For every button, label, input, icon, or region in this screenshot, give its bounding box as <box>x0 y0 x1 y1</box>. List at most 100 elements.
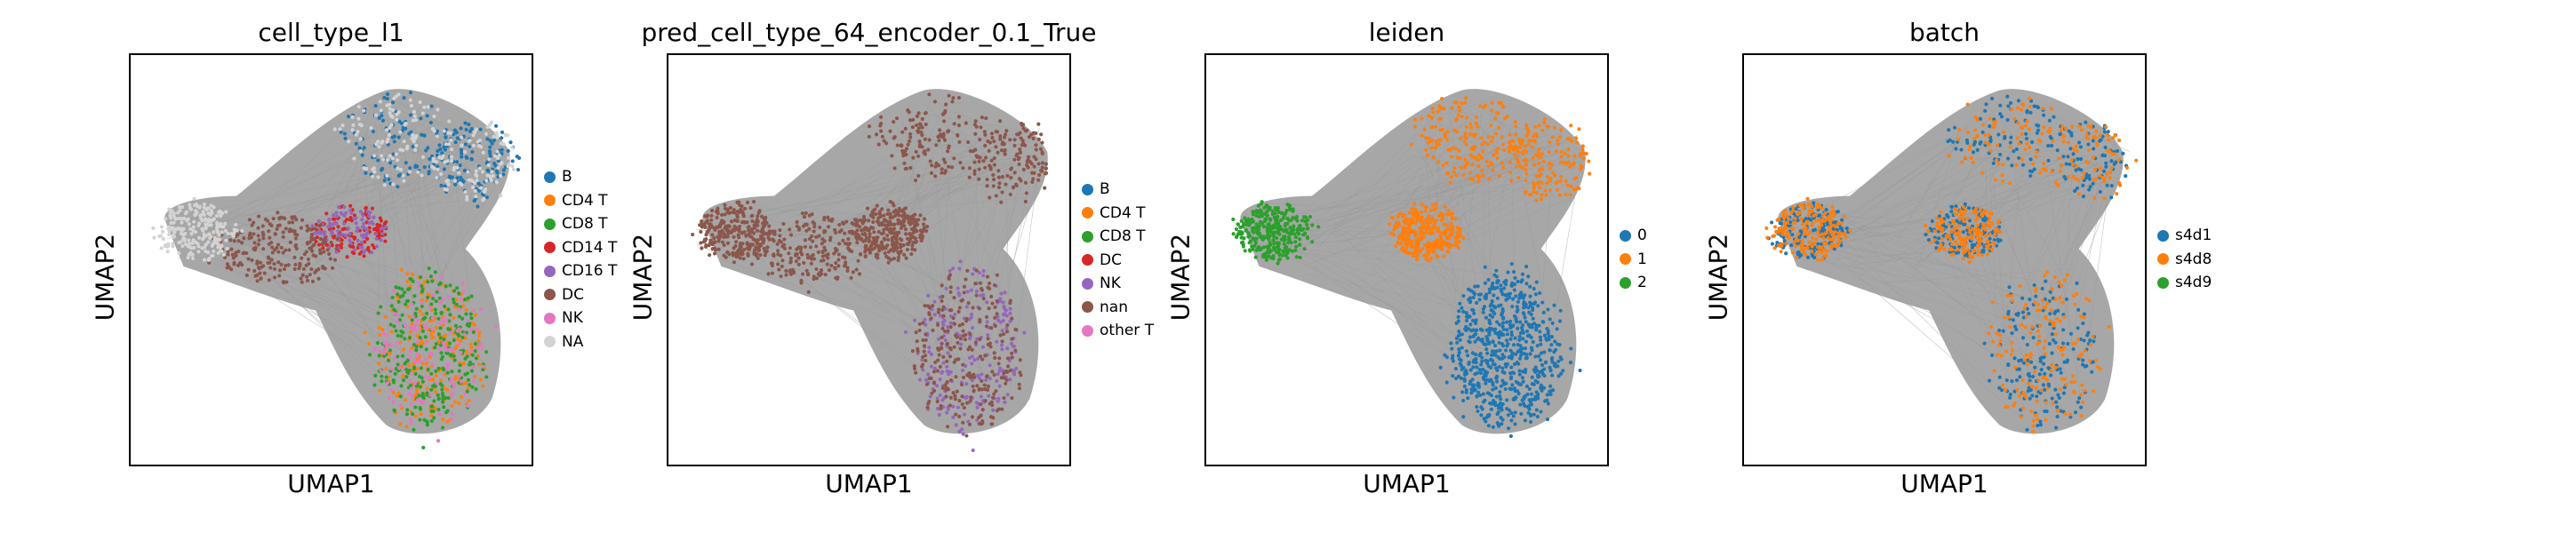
data-point <box>407 314 412 319</box>
data-point <box>700 246 704 251</box>
data-point <box>1469 147 1474 151</box>
data-point <box>983 399 988 403</box>
data-point <box>364 205 368 211</box>
data-point <box>342 227 347 231</box>
data-point <box>726 211 731 215</box>
data-point <box>465 354 469 359</box>
data-point <box>352 216 357 221</box>
data-point <box>747 228 751 233</box>
data-point <box>890 154 894 158</box>
data-point <box>967 371 972 377</box>
data-point <box>1484 315 1489 320</box>
data-point <box>388 154 392 158</box>
data-point <box>908 237 913 242</box>
data-point <box>795 219 799 224</box>
data-point <box>906 142 910 147</box>
data-point <box>1505 398 1509 402</box>
data-point <box>434 311 438 315</box>
data-point <box>471 378 476 383</box>
data-point <box>856 259 860 263</box>
data-point <box>917 139 922 144</box>
data-point <box>1464 115 1469 120</box>
data-point <box>837 242 842 246</box>
data-point <box>444 319 449 323</box>
data-point <box>214 213 220 219</box>
data-point <box>893 236 898 241</box>
data-point <box>1000 329 1004 333</box>
data-point <box>388 111 392 115</box>
data-point <box>964 332 968 338</box>
neighbor-edge <box>1307 178 1533 232</box>
data-point <box>1497 322 1502 327</box>
neighbor-edge <box>1302 153 1587 267</box>
data-point <box>496 165 500 170</box>
data-point <box>940 335 944 339</box>
data-point <box>317 248 322 252</box>
data-point <box>197 205 202 210</box>
data-point <box>441 322 445 328</box>
data-point <box>1460 346 1464 350</box>
data-point <box>962 284 967 289</box>
data-point <box>949 308 954 313</box>
neighbor-edge <box>1446 97 1498 115</box>
data-point <box>407 287 412 291</box>
legend-item: CD4 T <box>544 189 617 213</box>
data-point <box>1428 220 1433 225</box>
data-point <box>334 250 339 254</box>
data-point <box>332 235 336 240</box>
data-point <box>226 252 230 257</box>
data-point <box>1476 336 1481 340</box>
data-point <box>805 273 811 277</box>
data-point <box>1510 383 1515 387</box>
data-point <box>751 199 756 204</box>
data-point <box>1483 265 1487 269</box>
data-point <box>441 394 445 398</box>
data-point <box>1008 301 1012 306</box>
data-point <box>409 371 413 377</box>
data-point <box>1471 328 1476 332</box>
legend-item: B <box>1082 178 1154 202</box>
data-point <box>1491 339 1495 344</box>
data-point <box>1548 166 1552 171</box>
data-point <box>409 420 413 425</box>
chart-title: cell_type_l1 <box>258 18 404 47</box>
data-point <box>888 129 892 133</box>
data-point <box>1002 135 1007 139</box>
data-point <box>377 325 381 330</box>
data-point <box>1500 135 1505 139</box>
data-point <box>342 205 347 210</box>
data-point <box>455 286 460 290</box>
data-point <box>1485 359 1490 363</box>
data-point <box>366 245 371 250</box>
data-point <box>991 184 996 188</box>
data-point <box>930 391 934 395</box>
data-point <box>1488 313 1492 317</box>
data-point <box>1484 419 1488 424</box>
data-point <box>457 171 461 175</box>
legend-label: CD8 T <box>562 215 608 234</box>
data-point <box>399 267 404 272</box>
data-point <box>1489 123 1493 128</box>
data-point <box>996 362 1001 366</box>
data-point <box>1458 362 1462 366</box>
data-point <box>1454 243 1459 248</box>
data-point <box>890 236 894 241</box>
data-point <box>1009 351 1014 355</box>
data-point <box>908 135 913 139</box>
data-point <box>437 143 442 147</box>
data-point <box>1477 368 1482 372</box>
data-point <box>929 364 933 369</box>
data-point <box>466 318 470 323</box>
data-point <box>428 352 433 356</box>
data-point <box>1512 386 1517 391</box>
data-point <box>952 122 956 126</box>
data-point <box>957 429 962 434</box>
data-point <box>429 413 434 418</box>
data-point <box>380 154 384 158</box>
data-point <box>412 114 417 118</box>
data-point <box>935 369 940 373</box>
data-point <box>232 262 236 266</box>
data-point <box>1474 121 1478 125</box>
data-point <box>948 346 953 350</box>
data-point <box>757 209 762 213</box>
